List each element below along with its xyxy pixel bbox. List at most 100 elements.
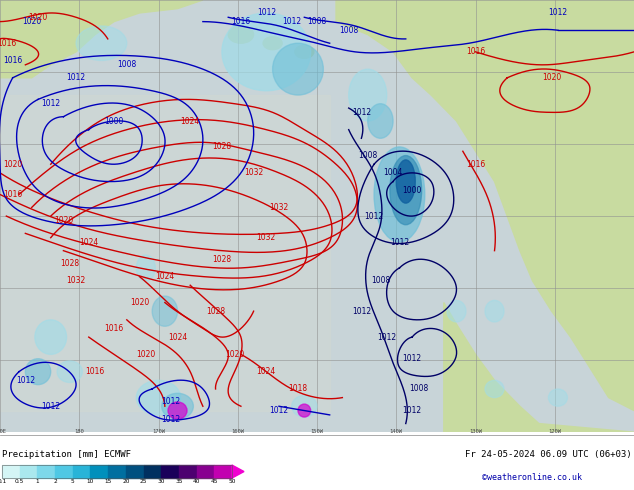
Bar (73, 465, 91, 478)
Text: ©weatheronline.co.uk: ©weatheronline.co.uk (482, 473, 582, 482)
Text: 1004: 1004 (384, 169, 403, 177)
Text: 1020: 1020 (22, 17, 41, 26)
Text: 1000: 1000 (403, 186, 422, 195)
Text: 1008: 1008 (339, 26, 358, 35)
Text: 1020: 1020 (542, 74, 561, 82)
Text: 1020: 1020 (54, 216, 73, 225)
Text: 1000: 1000 (105, 117, 124, 125)
Bar (197, 465, 214, 478)
Text: 1016: 1016 (466, 160, 485, 169)
Text: 1032: 1032 (257, 233, 276, 242)
Text: 1020: 1020 (29, 13, 48, 22)
Text: 45: 45 (210, 479, 218, 484)
Bar (161, 465, 179, 478)
Bar (2, 465, 232, 478)
Text: 5: 5 (71, 479, 75, 484)
Text: 25: 25 (139, 479, 147, 484)
Text: 0.1: 0.1 (0, 479, 6, 484)
Ellipse shape (228, 26, 254, 43)
Text: 1012: 1012 (403, 354, 422, 363)
Text: 1008: 1008 (358, 151, 377, 160)
Text: 170W: 170W (152, 429, 165, 434)
Text: 1008: 1008 (371, 276, 390, 285)
Bar (126, 465, 143, 478)
Ellipse shape (222, 13, 311, 91)
Text: 1: 1 (36, 479, 39, 484)
Text: 1024: 1024 (168, 333, 187, 342)
Text: 1008: 1008 (307, 17, 327, 26)
Ellipse shape (162, 393, 193, 419)
Text: 1032: 1032 (269, 203, 288, 212)
Bar (179, 465, 197, 478)
Text: 1012: 1012 (16, 376, 35, 385)
Text: 1020: 1020 (225, 350, 244, 359)
Ellipse shape (298, 404, 311, 417)
Text: 1028: 1028 (212, 143, 231, 151)
Text: 1016: 1016 (231, 17, 250, 26)
Ellipse shape (485, 380, 504, 397)
Text: 1012: 1012 (41, 402, 60, 411)
Text: 180: 180 (74, 429, 84, 434)
Text: 1012: 1012 (548, 8, 567, 18)
Ellipse shape (374, 147, 425, 242)
Ellipse shape (349, 69, 387, 121)
Text: 120W: 120W (548, 429, 561, 434)
Text: 10: 10 (87, 479, 94, 484)
Text: 150W: 150W (311, 429, 323, 434)
Text: 2: 2 (53, 479, 57, 484)
Polygon shape (444, 302, 634, 432)
Text: 1028: 1028 (212, 255, 231, 264)
Text: 1016: 1016 (466, 48, 485, 56)
Ellipse shape (368, 104, 393, 138)
Text: 1028: 1028 (206, 307, 225, 316)
Polygon shape (0, 0, 203, 78)
Text: 1024: 1024 (181, 117, 200, 125)
Text: 40: 40 (193, 479, 200, 484)
Text: 30: 30 (157, 479, 165, 484)
Ellipse shape (136, 380, 181, 415)
Ellipse shape (152, 296, 178, 326)
Bar (91, 465, 108, 478)
Text: 1012: 1012 (352, 108, 371, 117)
Bar (20, 465, 37, 478)
Text: 1032: 1032 (67, 276, 86, 285)
Text: 1012: 1012 (257, 8, 276, 18)
Text: 15: 15 (105, 479, 112, 484)
Text: 1020: 1020 (3, 160, 22, 169)
Ellipse shape (57, 361, 82, 383)
Text: 1016: 1016 (105, 324, 124, 333)
Text: 1012: 1012 (377, 333, 396, 342)
Bar (108, 465, 126, 478)
Text: 1018: 1018 (288, 385, 307, 393)
Text: 160W: 160W (231, 429, 244, 434)
Text: 1016: 1016 (3, 190, 22, 199)
Text: 1012: 1012 (352, 307, 371, 316)
Ellipse shape (447, 300, 466, 322)
Text: 1012: 1012 (162, 415, 181, 424)
Polygon shape (495, 0, 634, 35)
Text: 170E: 170E (0, 429, 6, 434)
Polygon shape (0, 95, 330, 411)
Ellipse shape (292, 395, 317, 417)
Text: Precipitation [mm] ECMWF: Precipitation [mm] ECMWF (2, 450, 131, 459)
Text: 1008: 1008 (409, 385, 428, 393)
Text: 1012: 1012 (365, 212, 384, 220)
Text: 1012: 1012 (41, 99, 60, 108)
Text: Fr 24-05-2024 06.09 UTC (06+03): Fr 24-05-2024 06.09 UTC (06+03) (465, 450, 632, 459)
Ellipse shape (136, 255, 155, 281)
Text: 35: 35 (175, 479, 183, 484)
Bar (2, 465, 20, 478)
Ellipse shape (273, 43, 323, 95)
Text: 1016: 1016 (0, 39, 16, 48)
Text: 1020: 1020 (130, 298, 149, 307)
Ellipse shape (485, 300, 504, 322)
Ellipse shape (295, 46, 314, 58)
Bar (55, 465, 73, 478)
Bar (143, 465, 161, 478)
Text: 1016: 1016 (86, 367, 105, 376)
Bar (214, 465, 232, 478)
Text: 1024: 1024 (79, 238, 98, 246)
Text: 1012: 1012 (390, 238, 409, 246)
Text: 1012: 1012 (67, 74, 86, 82)
Text: 1028: 1028 (60, 259, 79, 268)
